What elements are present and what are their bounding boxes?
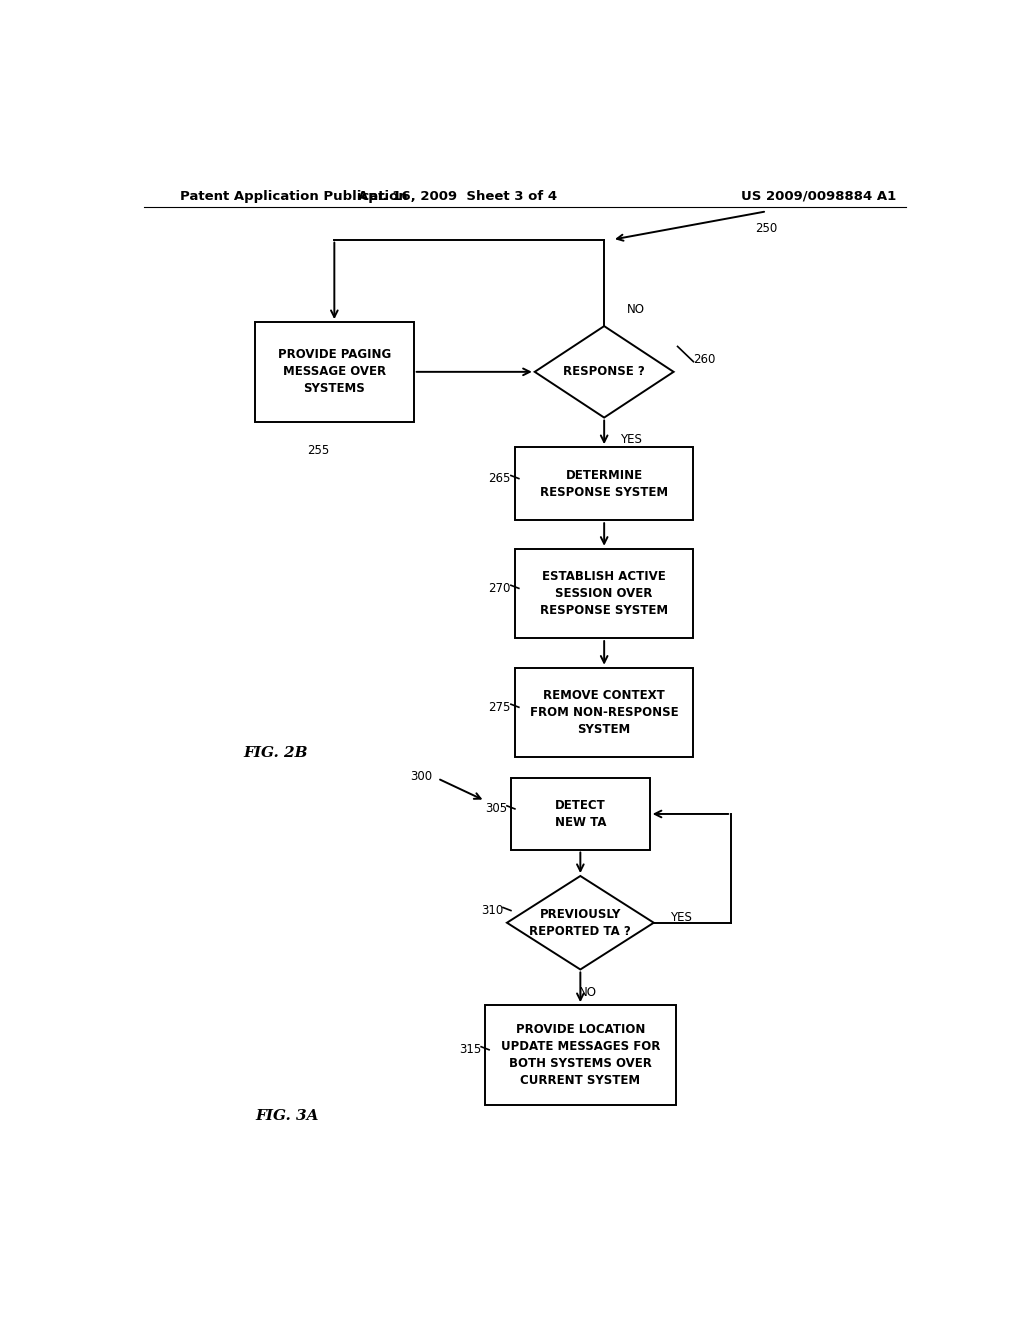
Text: DETERMINE
RESPONSE SYSTEM: DETERMINE RESPONSE SYSTEM [540,469,669,499]
Text: 250: 250 [755,222,777,235]
Text: FIG. 2B: FIG. 2B [243,746,307,760]
Text: 260: 260 [693,354,716,366]
Text: PREVIOUSLY
REPORTED TA ?: PREVIOUSLY REPORTED TA ? [529,908,631,937]
Text: NO: NO [580,986,597,999]
FancyBboxPatch shape [515,668,693,758]
Text: ESTABLISH ACTIVE
SESSION OVER
RESPONSE SYSTEM: ESTABLISH ACTIVE SESSION OVER RESPONSE S… [540,570,669,616]
Text: 300: 300 [410,770,432,783]
FancyBboxPatch shape [255,322,414,421]
FancyBboxPatch shape [515,447,693,520]
Text: 305: 305 [484,803,507,816]
FancyBboxPatch shape [515,549,693,638]
Polygon shape [535,326,674,417]
Text: 265: 265 [488,473,511,484]
Text: RESPONSE ?: RESPONSE ? [563,366,645,379]
Text: DETECT
NEW TA: DETECT NEW TA [555,799,606,829]
Text: FIG. 3A: FIG. 3A [255,1109,318,1123]
Text: 315: 315 [459,1043,481,1056]
FancyBboxPatch shape [485,1005,676,1105]
Text: YES: YES [620,433,642,446]
Text: NO: NO [627,304,644,315]
Text: 270: 270 [488,582,511,595]
Text: 255: 255 [307,444,330,457]
Text: PROVIDE PAGING
MESSAGE OVER
SYSTEMS: PROVIDE PAGING MESSAGE OVER SYSTEMS [278,348,391,396]
Text: REMOVE CONTEXT
FROM NON-RESPONSE
SYSTEM: REMOVE CONTEXT FROM NON-RESPONSE SYSTEM [529,689,679,735]
Text: 310: 310 [480,904,503,917]
FancyBboxPatch shape [511,779,650,850]
Text: US 2009/0098884 A1: US 2009/0098884 A1 [740,190,896,202]
Polygon shape [507,876,653,969]
Text: Apr. 16, 2009  Sheet 3 of 4: Apr. 16, 2009 Sheet 3 of 4 [357,190,557,202]
Text: YES: YES [670,911,691,924]
Text: 275: 275 [488,701,511,714]
Text: PROVIDE LOCATION
UPDATE MESSAGES FOR
BOTH SYSTEMS OVER
CURRENT SYSTEM: PROVIDE LOCATION UPDATE MESSAGES FOR BOT… [501,1023,660,1086]
Text: Patent Application Publication: Patent Application Publication [179,190,408,202]
